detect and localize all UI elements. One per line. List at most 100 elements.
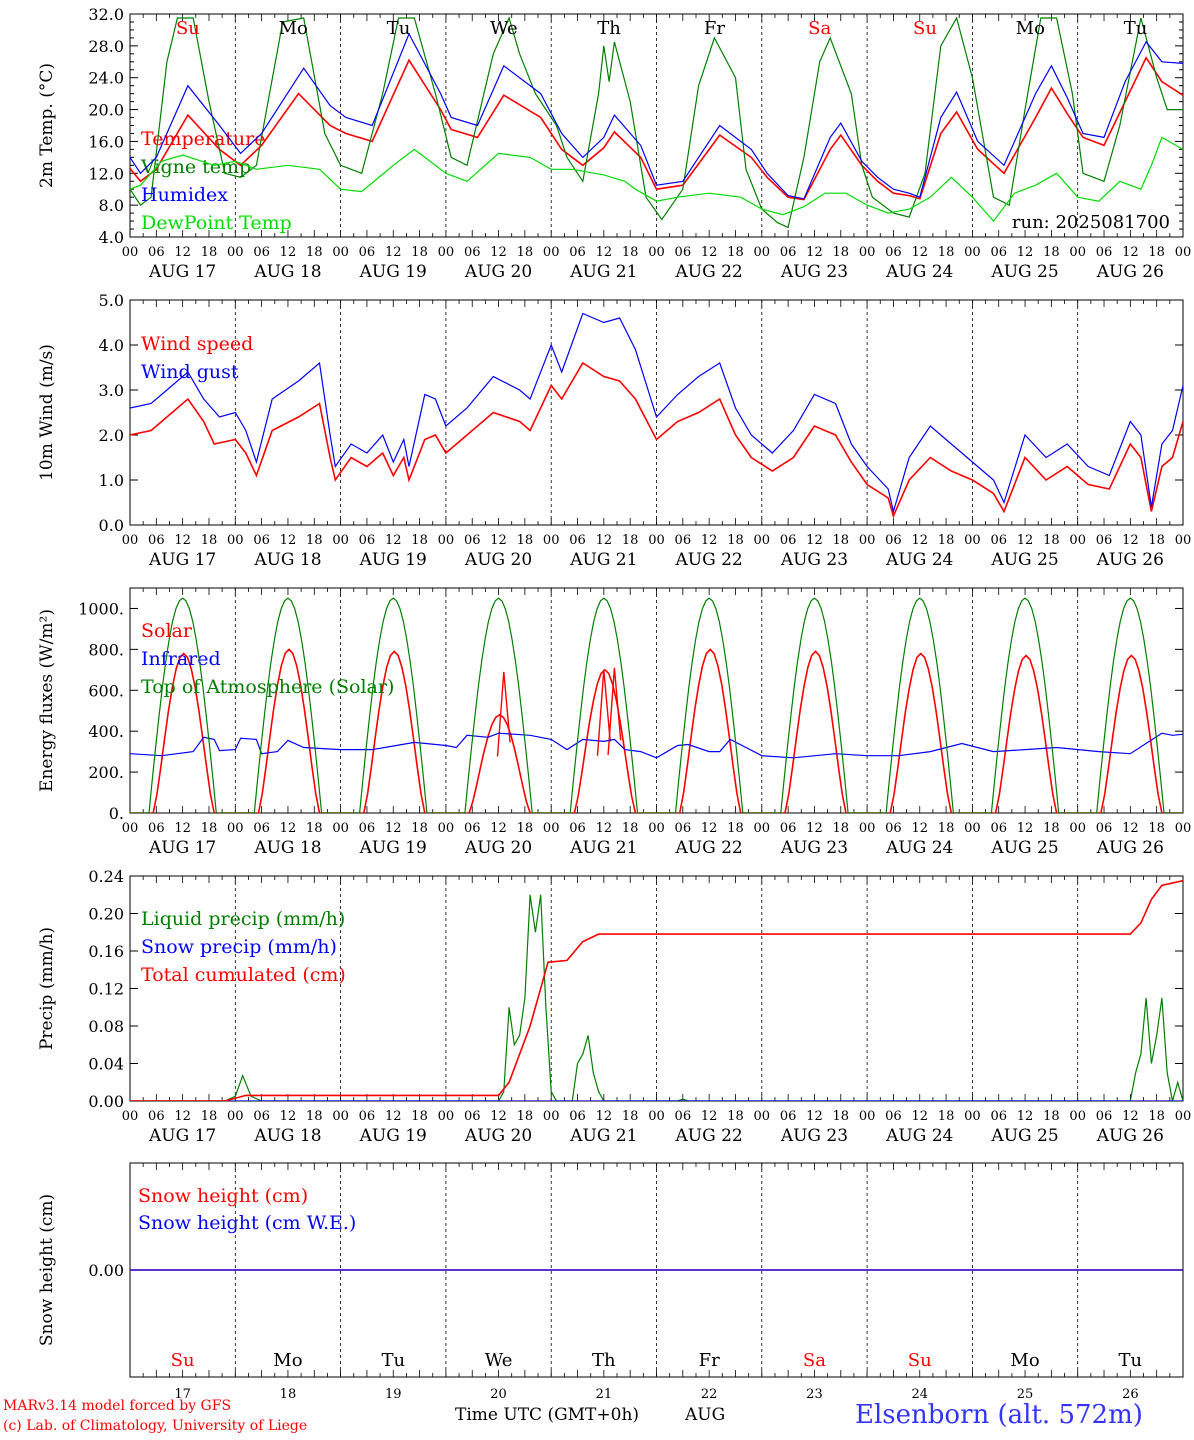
date-label: AUG 25 [990,838,1058,858]
y-tick-label: 1.0 [99,471,124,490]
date-label: AUG 26 [1096,550,1164,570]
hour-tick-label: 12 [385,1109,402,1124]
legend-entry: DewPoint Temp [141,212,292,234]
hour-tick-label: 18 [306,533,323,548]
hour-tick-label: 12 [596,533,613,548]
hour-tick-label: 18 [622,245,639,260]
date-label: AUG 24 [885,1126,953,1146]
date-label: AUG 25 [990,1126,1058,1146]
hour-tick-label: 00 [754,821,771,836]
hour-tick-label: 06 [253,533,270,548]
hour-tick-label: 00 [332,821,349,836]
date-label: AUG 20 [464,550,532,570]
hour-tick-label: 18 [1148,821,1165,836]
y-tick-label: 0. [109,804,124,823]
hour-tick-label: 06 [885,821,902,836]
date-label: AUG 19 [359,1126,427,1146]
hour-tick-label: 06 [675,245,692,260]
legend-entry: Vigne temp [140,156,251,178]
hour-tick-label: 12 [1017,533,1034,548]
legend-entry: Top of Atmosphere (Solar) [141,676,394,698]
date-label: AUG 26 [1096,838,1164,858]
hour-tick-label: 18 [411,245,428,260]
y-tick-label: 12.0 [88,164,124,183]
series-line-top-of-atmosphere-solar- [130,597,1183,813]
date-label: AUG 18 [253,1126,321,1146]
hour-tick-label: 00 [1069,1109,1086,1124]
hour-tick-label: 06 [359,245,376,260]
hour-tick-label: 12 [806,245,823,260]
hour-tick-label: 18 [833,821,850,836]
bottom-day-label: Mo [1010,1350,1039,1371]
hour-tick-label: 18 [622,1109,639,1124]
bottom-day-label: Su [908,1350,932,1371]
hour-tick-label: 06 [675,821,692,836]
date-label: AUG 24 [885,262,953,282]
date-label: AUG 24 [885,550,953,570]
bottom-day-number: 26 [1122,1387,1139,1402]
hour-tick-label: 06 [780,245,797,260]
date-label: AUG 19 [359,550,427,570]
hour-tick-label: 00 [122,245,139,260]
copyright-credit: (c) Lab. of Climatology, University of L… [3,1418,308,1434]
hour-tick-label: 18 [517,821,534,836]
bottom-day-label: Th [592,1350,616,1371]
hour-tick-label: 06 [990,245,1007,260]
date-label: AUG 18 [253,550,321,570]
series-line-liquid-precip-mm-h- [130,894,1183,1101]
date-label: AUG 18 [253,838,321,858]
hour-tick-label: 18 [1043,821,1060,836]
legend-entry: Wind speed [141,333,253,355]
hour-tick-label: 18 [306,245,323,260]
date-label: AUG 20 [464,838,532,858]
hour-tick-label: 18 [201,821,218,836]
hour-tick-label: 00 [859,533,876,548]
hour-tick-label: 18 [1148,533,1165,548]
date-label: AUG 17 [148,550,216,570]
series-line-temperature [130,56,1183,201]
date-label: AUG 20 [464,1126,532,1146]
y-tick-label: 5.0 [99,291,124,310]
series-line-solar [130,648,1183,813]
hour-tick-label: 06 [990,533,1007,548]
y-tick-label: 0.16 [88,942,124,961]
hour-tick-label: 18 [306,1109,323,1124]
hour-tick-label: 00 [122,821,139,836]
x-axis-title: Time UTC (GMT+0h) [455,1405,640,1425]
hour-tick-label: 06 [1096,821,1113,836]
y-tick-label: 0.0 [99,516,124,535]
hour-tick-label: 00 [648,1109,665,1124]
hour-tick-label: 12 [1017,821,1034,836]
day-of-week-label: We [490,18,518,39]
hour-tick-label: 12 [174,245,191,260]
hour-tick-label: 18 [833,245,850,260]
hour-tick-label: 18 [938,245,955,260]
y-tick-label: 600. [88,681,124,700]
hour-tick-label: 12 [280,821,297,836]
y-tick-label: 4.0 [99,228,124,247]
legend-entry: Snow height (cm) [138,1185,308,1207]
hour-tick-label: 12 [701,533,718,548]
hour-tick-label: 12 [174,821,191,836]
y-tick-label: 4.0 [99,336,124,355]
panel-frame [129,13,1184,238]
hour-tick-label: 18 [201,1109,218,1124]
y-tick-label: 0.24 [88,867,124,886]
hour-tick-label: 18 [517,245,534,260]
y-tick-label: 2.0 [99,426,124,445]
hour-tick-label: 00 [438,533,455,548]
date-label: AUG 17 [148,262,216,282]
hour-tick-label: 18 [201,533,218,548]
day-of-week-label: Mo [279,18,308,39]
y-axis-label: 2m Temp. (°C) [37,63,57,188]
y-tick-label: 28.0 [88,37,124,56]
hour-tick-label: 18 [727,1109,744,1124]
date-label: AUG 25 [990,550,1058,570]
day-of-week-label: Fr [704,18,725,39]
bottom-day-label: We [485,1350,513,1371]
date-label: AUG 22 [675,838,743,858]
panel-2: 0.0 1.0 2.0 3.0 4.0 5.0 10m Wind (m/s) 00 06 12 18… [37,291,1191,570]
date-label: AUG 22 [675,550,743,570]
legend-entry: Total cumulated (cm) [141,964,346,986]
series-line-wind-gust [130,312,1183,514]
